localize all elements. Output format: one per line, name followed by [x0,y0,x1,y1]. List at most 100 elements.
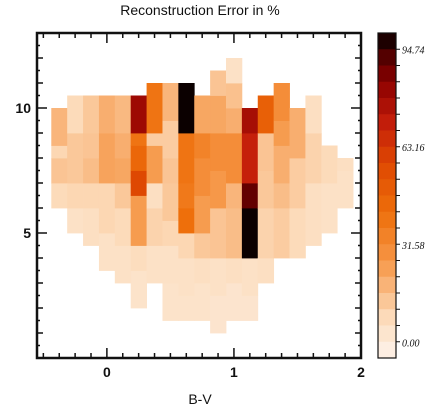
colorbar-tick-label: 63.16 [402,143,425,154]
x-tick-label: 1 [230,364,238,380]
heatmap-cell [337,170,354,209]
heatmap-cell [178,258,195,296]
heatmap-cell [305,133,322,184]
heatmap-cell [178,183,195,209]
heatmap-cell [210,170,227,209]
heatmap-cell [273,208,290,259]
heatmap-cell [51,183,68,209]
heatmap-cell [83,95,100,134]
heatmap-cell [257,133,275,171]
heatmap-cell [210,295,227,334]
heatmap-cell [162,220,179,246]
colorbar-swatch [378,195,396,213]
heatmap-cell [130,270,147,309]
heatmap-cell [226,258,243,284]
heatmap-cell [321,145,338,184]
heatmap-cell [130,245,147,271]
heatmap-cell [162,183,179,221]
heatmap-cell [226,133,243,184]
heatmap-cell [98,133,116,184]
heatmap-cell [51,108,68,146]
colorbar-swatch [378,293,396,310]
heatmap-cell [194,158,211,196]
heatmap-cell [226,208,243,259]
heatmap-cell [305,95,322,134]
heatmap-cell [257,208,275,259]
heatmap-cell [210,133,227,171]
heatmap-cell [273,145,290,184]
heatmap-cell [130,195,147,246]
heatmap-cell [114,208,132,246]
heatmap-cell [98,95,116,134]
heatmap-cell [226,183,243,209]
heatmap-cell [114,158,132,184]
heatmap-cell [146,145,163,184]
heatmap-cell [226,108,243,134]
heatmap-cell [130,170,147,196]
heatmap-cell [273,120,290,146]
heatmap-cell [98,233,116,271]
heatmap-cell [162,283,179,321]
heatmap-cell [83,158,100,184]
colorbar-swatch [378,146,396,164]
x-tick-label: 2 [357,364,365,380]
heatmap-cell [51,158,68,184]
heatmap-cell [114,183,132,209]
colorbar: 0.00 31.58 63.16 94.74 [377,32,425,359]
heatmap-cell [194,258,211,284]
heatmap-cell [210,70,227,96]
heatmap-cell [67,183,84,209]
colorbar-tick-label: 31.58 [401,241,425,252]
heatmap-cell [178,233,195,259]
heatmap-cell [241,258,259,296]
heatmap-cell [83,208,100,246]
heatmap-cells [51,58,354,334]
colorbar-swatch [378,33,396,50]
heatmap-cell [257,258,275,284]
heatmap-cell [241,295,259,321]
colorbar-swatch [378,260,396,278]
heatmap-cell [98,183,116,234]
heatmap-cell [289,108,306,159]
heatmap-cell [83,133,100,159]
heatmap-cell [273,83,290,121]
heatmap-cell [146,183,163,209]
heatmap-cell [257,170,275,209]
colorbar-swatch [378,309,396,326]
heatmap-cell [162,120,179,159]
heatmap-cell [51,145,68,159]
heatmap-cell [67,208,84,234]
heatmap-cell [178,133,195,184]
colorbar-swatch [378,49,396,66]
colorbar-swatch [378,81,396,99]
colorbar-swatch [378,244,396,261]
heatmap-cell [114,95,132,134]
heatmap-cell [194,95,211,134]
heatmap-cell [67,95,84,134]
y-tick-label: 5 [23,225,31,241]
colorbar-swatch [378,65,396,83]
colorbar-swatch [378,276,396,294]
heatmap-cell [337,158,354,171]
colorbar-swatch [378,98,396,115]
colorbar-swatch [378,325,396,343]
x-tick-label: 0 [103,364,111,380]
heatmap-cell [210,95,227,134]
heatmap-cell [178,83,195,134]
colorbar-swatch [378,163,396,180]
colorbar-swatch [378,179,396,196]
heatmap-cell [130,95,147,134]
colorbar-swatch [378,228,396,245]
heatmap-cell [241,208,259,259]
heatmap-cell [226,83,243,109]
colorbar-tick-label: 0.00 [402,339,420,350]
colorbar-tick-label: 94.74 [402,45,425,56]
heatmap-cell [194,233,211,259]
heatmap-cell [162,158,179,184]
heatmap-cell [241,183,259,209]
heatmap-cell [210,208,227,259]
heatmap-cell [241,108,259,134]
heatmap-cell [194,283,211,321]
heatmap-cell [146,83,163,134]
